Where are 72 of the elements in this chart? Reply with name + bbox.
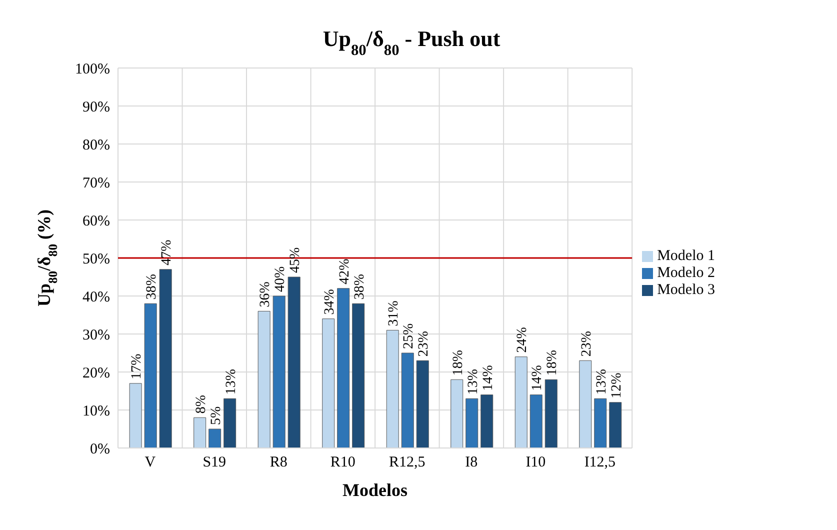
y-tick-label: 40% — [82, 289, 110, 306]
x-tick-label: I12,5 — [584, 454, 616, 471]
data-label: 47% — [160, 239, 175, 266]
y-tick-label: 20% — [82, 365, 110, 382]
data-label: 42% — [337, 258, 352, 284]
bar — [450, 379, 464, 448]
x-tick-label: R8 — [270, 454, 288, 471]
x-tick-label: S19 — [202, 454, 226, 471]
legend-label: Modelo 2 — [657, 264, 715, 280]
legend-label: Modelo 3 — [657, 282, 715, 298]
y-tick-label: 10% — [82, 403, 110, 420]
y-tick-label: 70% — [82, 175, 110, 192]
data-label: 12% — [609, 372, 624, 398]
bar — [258, 310, 270, 448]
x-axis-title: Modelos — [342, 480, 408, 500]
x-tick-label: I8 — [465, 454, 478, 471]
bar — [322, 318, 335, 448]
bar — [337, 288, 350, 448]
legend-label: Modelo 1 — [657, 248, 715, 264]
y-tick-label: 90% — [82, 99, 110, 116]
data-label: 14% — [480, 364, 496, 391]
bar — [416, 360, 429, 448]
bar — [530, 394, 542, 448]
data-label: 17% — [130, 353, 145, 380]
x-tick-label: R10 — [330, 454, 356, 471]
data-label: 18% — [545, 350, 560, 376]
bar — [514, 356, 528, 448]
bar — [272, 296, 286, 448]
bar — [144, 303, 157, 448]
bar — [159, 269, 172, 448]
data-label: 18% — [450, 350, 466, 376]
bar — [224, 398, 236, 448]
data-label: 13% — [466, 368, 481, 395]
bar — [401, 352, 414, 448]
data-label: 23% — [579, 330, 594, 357]
data-label: 38% — [144, 274, 160, 300]
data-label: 36% — [258, 281, 274, 308]
data-label: 8% — [194, 394, 209, 414]
x-tick-label: I10 — [526, 454, 546, 471]
data-label: 13% — [594, 368, 610, 395]
data-label: 25% — [402, 323, 417, 349]
bar — [594, 398, 607, 448]
bar — [544, 379, 558, 448]
bar — [288, 276, 300, 448]
data-label: 24% — [515, 326, 530, 353]
x-tick-label: V — [144, 454, 156, 471]
chart-title: Up$_{80}$/δ$_{80}$ - Push out — [322, 26, 501, 58]
bar — [208, 428, 222, 448]
y-tick-label: 100% — [75, 61, 110, 78]
y-tick-label: 0% — [90, 441, 110, 458]
data-label: 40% — [273, 266, 288, 292]
bar — [352, 303, 365, 448]
bar — [466, 398, 478, 448]
y-tick-label: 50% — [82, 251, 110, 268]
data-label: 31% — [386, 300, 402, 326]
y-tick-label: 30% — [82, 327, 110, 344]
data-label: 23% — [416, 330, 432, 357]
data-label: 13% — [224, 368, 239, 395]
bar — [194, 417, 206, 448]
data-label: 45% — [288, 247, 304, 273]
data-label: 14% — [530, 364, 546, 391]
bar — [609, 402, 622, 448]
bar — [129, 383, 142, 448]
bar — [579, 360, 592, 448]
bar — [386, 330, 399, 448]
data-label: 38% — [352, 274, 368, 300]
data-label: 5% — [208, 406, 224, 425]
data-label: 34% — [322, 288, 338, 315]
bar — [480, 394, 494, 448]
y-tick-label: 60% — [82, 213, 110, 230]
x-tick-label: R12,5 — [389, 454, 426, 471]
y-tick-label: 80% — [82, 137, 110, 154]
